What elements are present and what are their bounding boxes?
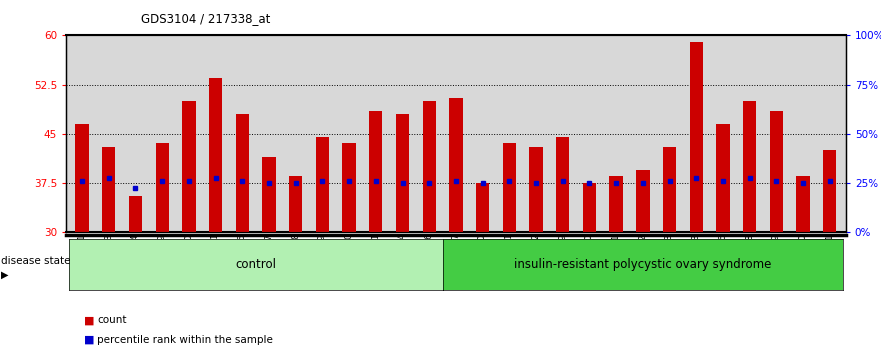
Bar: [76, 124, 89, 232]
Bar: [263, 156, 276, 232]
Bar: [663, 147, 677, 232]
Bar: [770, 111, 783, 232]
Bar: [129, 196, 142, 232]
Bar: [235, 114, 249, 232]
Text: GDS3104 / 217338_at: GDS3104 / 217338_at: [141, 12, 270, 25]
Bar: [315, 137, 329, 232]
Bar: [610, 176, 623, 232]
Bar: [716, 124, 729, 232]
Bar: [476, 183, 489, 232]
Bar: [182, 101, 196, 232]
Bar: [823, 150, 836, 232]
Text: insulin-resistant polycystic ovary syndrome: insulin-resistant polycystic ovary syndr…: [515, 258, 772, 271]
Bar: [556, 137, 569, 232]
Bar: [796, 176, 810, 232]
Bar: [743, 101, 756, 232]
Bar: [529, 147, 543, 232]
Bar: [396, 114, 409, 232]
Bar: [449, 98, 463, 232]
Bar: [369, 111, 382, 232]
Bar: [582, 183, 596, 232]
Bar: [209, 78, 222, 232]
Text: count: count: [97, 315, 126, 325]
Bar: [343, 143, 356, 232]
Bar: [636, 170, 649, 232]
Bar: [690, 42, 703, 232]
Bar: [423, 101, 436, 232]
Bar: [156, 143, 169, 232]
Text: control: control: [235, 258, 276, 271]
Text: disease state: disease state: [1, 256, 70, 266]
Text: ■: ■: [84, 315, 94, 325]
Text: ▶: ▶: [1, 270, 9, 280]
Bar: [102, 147, 115, 232]
Text: ■: ■: [84, 335, 94, 345]
Bar: [503, 143, 516, 232]
Text: percentile rank within the sample: percentile rank within the sample: [97, 335, 273, 345]
Bar: [289, 176, 302, 232]
